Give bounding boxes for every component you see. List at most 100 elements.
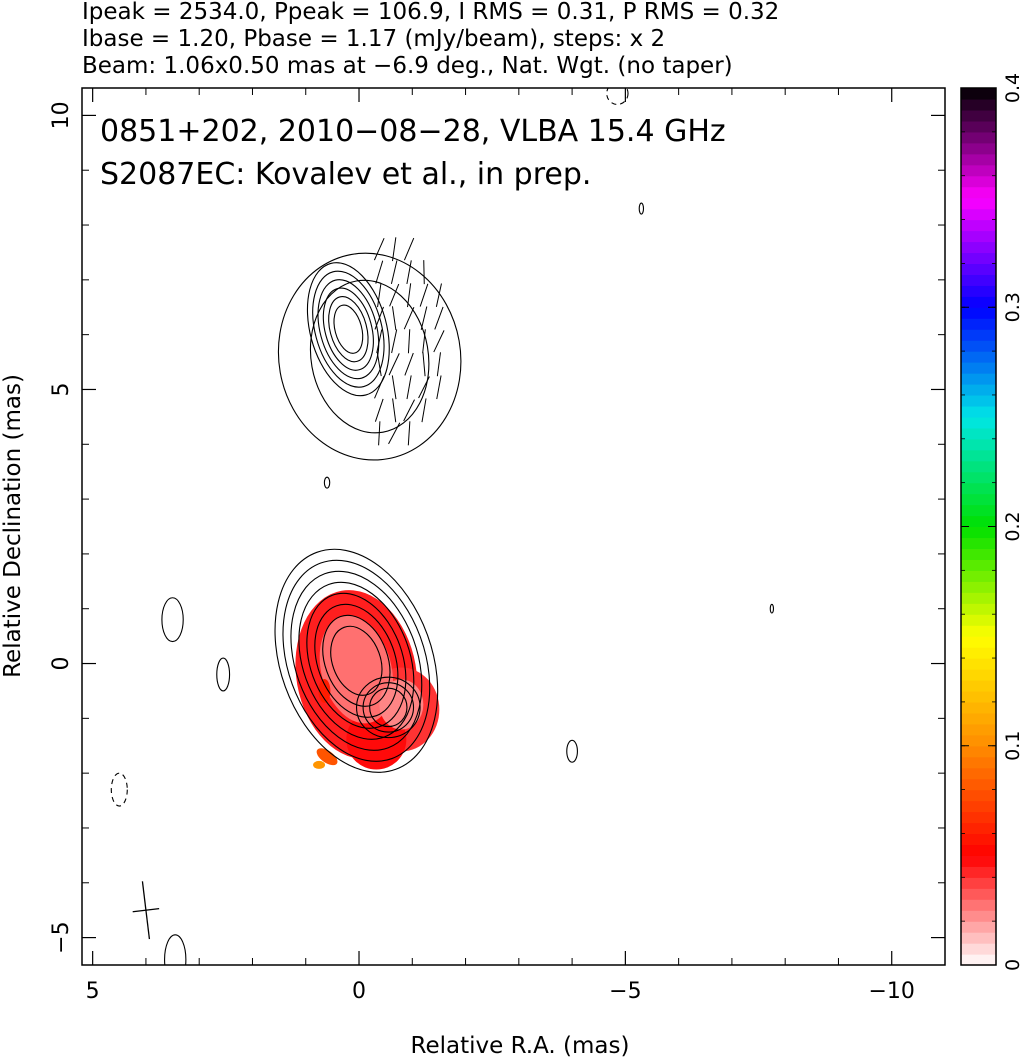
colorbar-band <box>961 592 996 604</box>
contour-line <box>369 687 408 728</box>
contour-line <box>314 603 399 718</box>
colorbar-band <box>961 855 996 867</box>
colorbar-band <box>961 723 996 736</box>
colorbar-band <box>961 910 996 922</box>
colorbar-band <box>961 274 996 286</box>
contour-line <box>328 296 369 363</box>
colorbar-band <box>961 603 996 615</box>
colorbar-band <box>961 690 996 703</box>
contour-line <box>216 657 231 692</box>
polarization-vector <box>391 375 397 400</box>
colorbar-band <box>961 745 996 758</box>
colorbar-band <box>961 252 996 264</box>
contour-line <box>277 252 462 461</box>
colorbar-band <box>961 515 996 528</box>
contour-line <box>330 625 383 696</box>
contour-line <box>362 682 415 733</box>
colorbar-band <box>961 888 996 900</box>
colorbar-band <box>961 778 996 791</box>
colorbar-band <box>961 636 996 648</box>
annotation-line-2: S2087EC: Kovalev et al., in prep. <box>100 157 591 192</box>
x-tick-label: −5 <box>609 979 641 1004</box>
polarization-vector <box>421 398 427 423</box>
contour-line <box>566 739 578 763</box>
polarization-vector <box>373 237 385 261</box>
colorbar-band <box>961 98 996 111</box>
colorbar-band <box>961 175 996 188</box>
polarization-vector <box>419 283 429 307</box>
colorbar-band <box>961 877 996 889</box>
colorbar-band <box>961 405 996 418</box>
polarization-vector <box>407 283 412 308</box>
colorbar-band <box>961 559 996 571</box>
colorbar-band <box>961 460 996 473</box>
contour-line <box>312 270 385 388</box>
colorbar-ticks: 0 0.1 0.2 0.3 0.4 <box>961 73 1021 971</box>
colorbar-band <box>961 109 996 122</box>
tick-marks: 5 0 −5 −10 −5 0 5 10 <box>49 88 946 1004</box>
polarization-vector <box>391 329 398 354</box>
contour-line <box>322 614 391 707</box>
contour-line <box>323 476 331 489</box>
y-axis-title: Relative Declination (mas) <box>0 374 26 678</box>
colorbar-tick-label: 0.3 <box>1002 292 1021 322</box>
colorbar-band <box>961 679 996 692</box>
contour-line <box>333 304 364 354</box>
polarization-vector <box>374 306 384 330</box>
colorbar-band <box>961 383 996 396</box>
header-line-2: Ibase = 1.20, Pbase = 1.17 (mJy/beam), s… <box>82 26 665 52</box>
colorbar-tick-label: 0 <box>1002 959 1021 971</box>
colorbar-band <box>961 296 996 308</box>
colorbar-band <box>961 362 996 374</box>
polarization-vector <box>418 376 430 399</box>
colorbar-band <box>961 230 996 243</box>
contour-line <box>164 934 187 965</box>
contour-line <box>274 548 439 773</box>
polarization-vector <box>407 421 411 446</box>
colorbar-band <box>961 263 996 275</box>
colorbar-band <box>961 164 996 177</box>
polarization-vector <box>389 283 400 307</box>
polarization-vector <box>436 352 441 377</box>
polarization-pixel-region <box>316 748 338 766</box>
colorbar-band <box>961 427 996 440</box>
negative-contour <box>110 772 128 807</box>
polarization-pixel-region <box>313 760 326 769</box>
polarization-pixel-region <box>318 678 331 703</box>
polarization-vector <box>374 398 384 422</box>
polarization-vector <box>375 260 384 284</box>
contour-line <box>769 603 775 614</box>
colorbar-band <box>961 701 996 714</box>
colorbar-band <box>961 899 996 911</box>
x-tick-label: −10 <box>869 979 915 1004</box>
colorbar-band <box>961 504 996 517</box>
colorbar-band <box>961 438 996 451</box>
contour-layer <box>110 88 775 965</box>
colorbar-band <box>961 526 996 539</box>
polarization-vector <box>377 283 382 308</box>
polarization-vector <box>403 237 415 261</box>
colorbar-tick-label: 0.2 <box>1002 511 1021 541</box>
header-line-3: Beam: 1.06x0.50 mas at −6.9 deg., Nat. W… <box>82 53 733 79</box>
colorbar-band <box>961 734 996 747</box>
polarization-vector <box>388 422 401 445</box>
polarization-vector <box>406 260 412 285</box>
colorbar-band <box>961 954 996 966</box>
polarization-vector <box>390 260 398 284</box>
colorbar-band <box>961 614 996 626</box>
colorbar-band <box>961 943 996 955</box>
colorbar-band <box>961 537 996 550</box>
polarization-vector <box>406 375 412 400</box>
polarization-vector <box>433 330 445 353</box>
y-tick-label: 10 <box>49 101 74 129</box>
polarization-vector <box>378 421 381 446</box>
polarization-vector <box>392 398 397 423</box>
negative-contour <box>606 88 629 105</box>
colorbar-band <box>961 153 996 166</box>
polarization-vector <box>423 260 425 285</box>
header-line-1: Ipeak = 2534.0, Ppeak = 106.9, I RMS = 0… <box>82 0 779 25</box>
colorbar-band <box>961 208 996 221</box>
colorbar-band <box>961 449 996 462</box>
x-tick-label: 0 <box>352 979 366 1004</box>
colorbar-band <box>961 647 996 659</box>
